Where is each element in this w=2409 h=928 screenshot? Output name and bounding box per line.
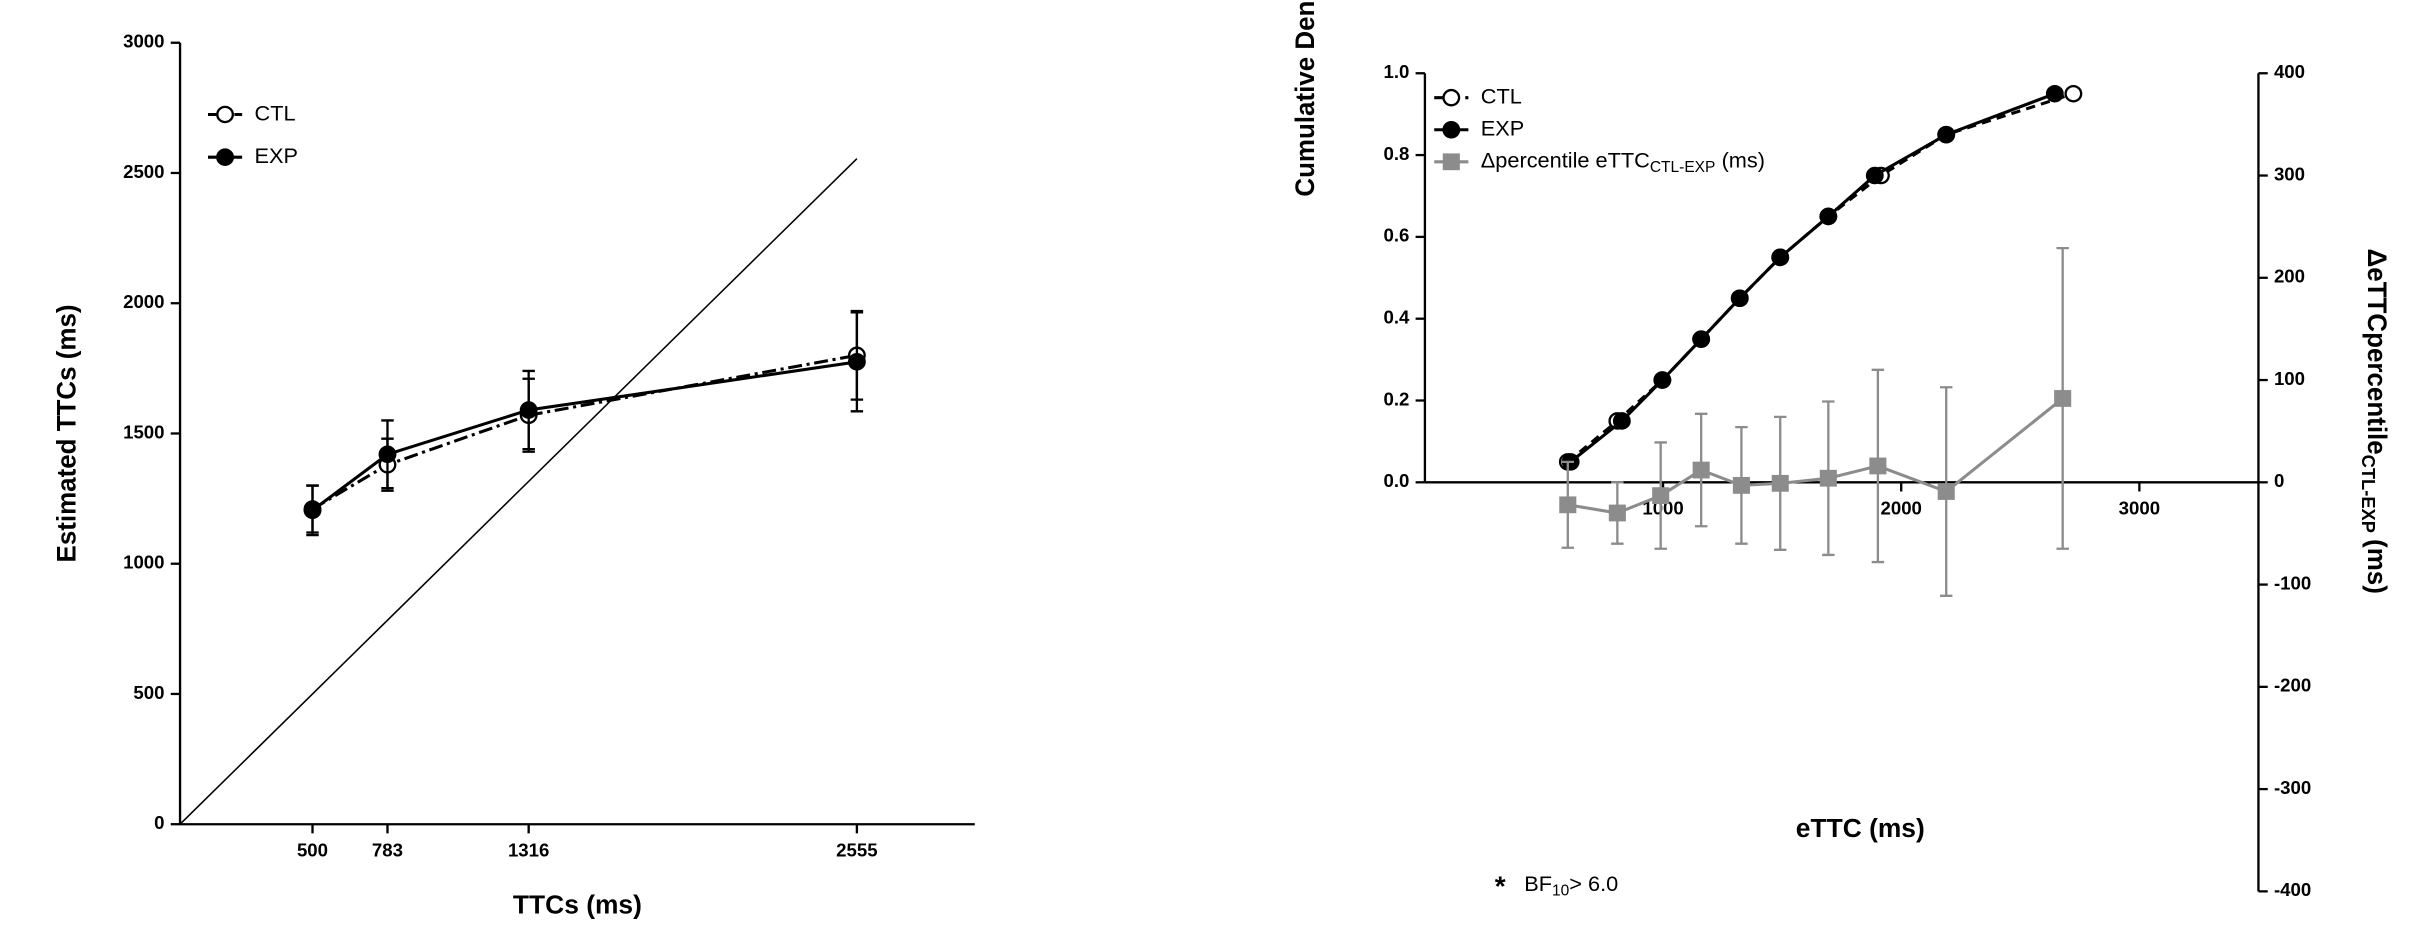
marker (1771, 248, 1790, 267)
y-tick-label: 2500 (123, 161, 164, 182)
y-tick-label: 1500 (123, 421, 164, 442)
series-line (1567, 397, 2064, 515)
marker (1612, 412, 1631, 430)
footnote: * BF10> 6.0 (1495, 871, 1618, 902)
y2-tick-label: 100 (2274, 368, 2305, 389)
y-tick-label: 2000 (123, 291, 164, 312)
series-line (1569, 92, 2056, 464)
x-tick-label: 2555 (836, 840, 877, 861)
marker (1865, 166, 1884, 185)
y-tick-label: 500 (133, 682, 164, 703)
y-tick-label: 1000 (123, 552, 164, 573)
footnote-subscript: 10 (1552, 883, 1569, 900)
y-tick-label: 3000 (123, 31, 164, 52)
x-tick-label: 1316 (508, 840, 549, 861)
marker (2054, 390, 2072, 407)
legend-name: CTL (1481, 83, 1522, 108)
y-tick-label: 0.2 (1383, 388, 1409, 409)
legend-label: CTL (1481, 83, 1522, 108)
legend-subscript: CTL-EXP (1650, 159, 1715, 176)
footnote-symbol: * (1495, 871, 1506, 902)
y-tick-label: 0 (154, 812, 164, 833)
y-tick-label: 0.6 (1383, 225, 1409, 246)
marker (1442, 153, 1460, 171)
marker (1819, 207, 1838, 226)
y2-tick-label: -400 (2274, 879, 2311, 900)
marker (1732, 476, 1750, 494)
marker (1937, 125, 1956, 144)
marker (1771, 474, 1789, 492)
legend-suffix: (ms) (1722, 148, 1765, 173)
marker (1819, 469, 1837, 487)
y2-tick-label: 300 (2274, 164, 2305, 185)
y-tick-label: 0.4 (1383, 307, 1410, 328)
legend-name: EXP (255, 143, 298, 168)
y2-axis-title: ΔeTTCpercentileCTL-EXP (ms) (2358, 249, 2392, 594)
marker (1442, 120, 1461, 139)
legend-label: Δpercentile eTTCCTL-EXP (ms) (1481, 148, 1765, 176)
legend-label: CTL (255, 100, 296, 125)
x-axis-title: TTCs (ms) (513, 890, 642, 920)
y2-tick-label: 400 (2274, 61, 2305, 82)
y2-tick-label: -100 (2274, 573, 2311, 594)
x-tick-label: 500 (297, 840, 328, 861)
marker (1653, 371, 1672, 389)
marker (216, 148, 234, 166)
y2-title-sub: CTL-EXP (2358, 455, 2379, 533)
y-tick-label: 0.8 (1383, 143, 1409, 164)
marker (1869, 457, 1887, 475)
y2-tick-label: -300 (2274, 777, 2311, 798)
legend-name: CTL (255, 100, 296, 125)
y2-title-suffix: (ms) (2362, 539, 2392, 594)
footnote-text: BF (1524, 871, 1552, 896)
marker (1937, 483, 1955, 500)
y-tick-label: 1.0 (1383, 61, 1409, 82)
y2-tick-label: 0 (2274, 470, 2284, 491)
marker (2064, 84, 2083, 103)
marker (2045, 84, 2064, 103)
marker (1608, 504, 1626, 522)
y-axis-title: Estimated TTCs (ms) (51, 304, 81, 562)
legend-label: EXP (1481, 116, 1524, 141)
marker (216, 105, 234, 124)
y-tick-label: 0.0 (1383, 470, 1409, 491)
y2-title-main: ΔeTTCpercentile (2362, 249, 2392, 455)
marker (519, 401, 538, 419)
y-axis-title: Cumulative Density (1290, 0, 1320, 197)
marker (847, 353, 866, 371)
marker (1692, 461, 1710, 479)
series-line (311, 360, 858, 512)
marker (1559, 496, 1577, 514)
x-tick-label: 783 (372, 840, 403, 861)
y2-tick-label: 200 (2274, 266, 2305, 287)
x-tick-label: 3000 (2119, 498, 2160, 519)
marker (1442, 88, 1461, 107)
marker (1652, 487, 1670, 505)
legend-name: Δpercentile eTTC (1481, 148, 1650, 173)
legend-name: EXP (1481, 116, 1524, 141)
x-axis-title: eTTC (ms) (1796, 813, 1925, 843)
identity-line (179, 158, 858, 825)
marker (303, 501, 322, 520)
marker (1730, 289, 1749, 308)
marker (378, 445, 397, 464)
marker (1692, 330, 1711, 348)
y2-tick-label: -200 (2274, 675, 2311, 696)
x-tick-label: 2000 (1880, 498, 1921, 519)
footnote-suffix: > 6.0 (1569, 871, 1618, 896)
legend-label: EXP (255, 143, 298, 168)
